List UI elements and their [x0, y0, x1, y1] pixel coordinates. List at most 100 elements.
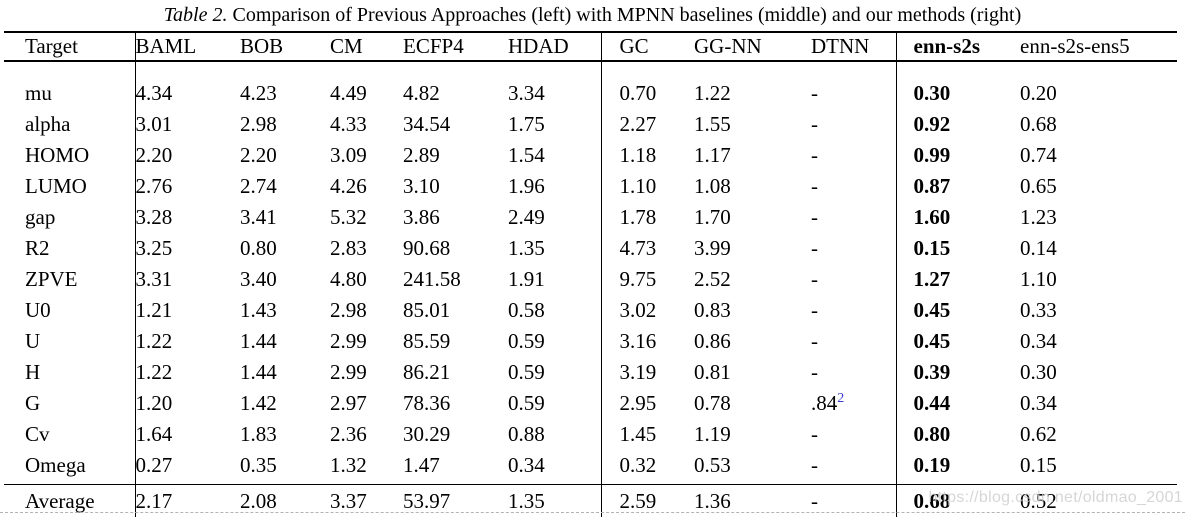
column-header-dtnn: DTNN	[806, 31, 897, 62]
target-cell-mu: mu	[4, 61, 136, 109]
value-cell-Omega-enn-s2s: 0.19	[913, 453, 951, 477]
value-cell-Cv-cm: 2.36	[330, 422, 367, 446]
value-cell-G-gg-nn: 0.78	[694, 391, 731, 415]
value-cell-U0-gg-nn: 0.83	[694, 298, 731, 322]
value-cell-HOMO-gc: 1.18	[619, 143, 657, 167]
value-cell-U-cm: 2.99	[330, 329, 367, 353]
value-cell-G-cm: 2.97	[330, 391, 367, 415]
value-cell-average-baml: 2.17	[135, 484, 240, 517]
value-cell-G-enn-s2s-ens5: 0.34	[1020, 391, 1057, 415]
value-cell-R2-hdad: 1.35	[508, 233, 602, 264]
target-cell-HOMO: HOMO	[4, 140, 136, 171]
value-cell-U-baml: 1.22	[135, 329, 173, 353]
value-cell-LUMO-gc: 1.10	[619, 174, 657, 198]
value-cell-G-dtnn: .842	[806, 388, 897, 419]
column-header-gc: GC	[601, 31, 694, 62]
value-cell-U0-enn-s2s-ens5: 0.33	[1020, 298, 1057, 322]
target-cell-alpha: alpha	[4, 109, 136, 140]
value-cell-HOMO-ecfp4: 2.89	[403, 143, 440, 167]
value-cell-ZPVE-enn-s2s-ens5: 1.10	[1020, 267, 1057, 291]
value-cell-U-ecfp4: 85.59	[403, 329, 451, 353]
table-row-Cv: Cv 1.64 1.83 2.36 30.29 0.88 1.45 1.19 -0.80 0.62	[4, 419, 1177, 450]
value-cell-alpha-hdad: 1.75	[508, 109, 602, 140]
value-cell-LUMO-bob: 2.74	[240, 174, 277, 198]
value-cell-HOMO-bob: 2.20	[240, 143, 277, 167]
value-cell-ZPVE-enn-s2s: 1.27	[913, 267, 951, 291]
value-cell-R2-enn-s2s-ens5: 0.14	[1020, 236, 1057, 260]
value-cell-U0-enn-s2s: 0.45	[913, 298, 951, 322]
value-cell-alpha-enn-s2s-ens5: 0.68	[1020, 112, 1057, 136]
value-cell-Cv-baml: 1.64	[135, 422, 173, 446]
column-header-enn-s2s-ens5: enn-s2s-ens5	[1020, 31, 1177, 62]
value-cell-H-bob: 1.44	[240, 360, 277, 384]
value-cell-gap-gg-nn: 1.70	[694, 205, 731, 229]
value-cell-U-gg-nn: 0.86	[694, 329, 731, 353]
value-cell-ZPVE-cm: 4.80	[330, 267, 367, 291]
value-cell-mu-enn-s2s-ens5: 0.20	[1020, 81, 1057, 105]
value-cell-Omega-ecfp4: 1.47	[403, 453, 440, 477]
value-cell-Cv-bob: 1.83	[240, 422, 277, 446]
value-cell-average-gc: 2.59	[601, 484, 694, 517]
value-cell-Omega-gc: 0.32	[619, 453, 657, 477]
value-cell-U0-bob: 1.43	[240, 298, 277, 322]
value-cell-U-bob: 1.44	[240, 329, 277, 353]
value-cell-Cv-enn-s2s-ens5: 0.62	[1020, 422, 1057, 446]
value-cell-gap-dtnn: -	[806, 202, 897, 233]
value-cell-mu-hdad: 3.34	[508, 61, 602, 109]
table-row-ZPVE: ZPVE 3.31 3.40 4.80 241.58 1.91 9.75 2.52 -1.27 1…	[4, 264, 1177, 295]
value-cell-U0-ecfp4: 85.01	[403, 298, 451, 322]
footnote-reference-link[interactable]: 2	[837, 391, 845, 406]
value-cell-ZPVE-gc: 9.75	[619, 267, 657, 291]
column-header-cm: CM	[330, 31, 403, 62]
value-cell-G-hdad: 0.59	[508, 388, 602, 419]
value-cell-G-baml: 1.20	[135, 391, 173, 415]
value-cell-HOMO-enn-s2s: 0.99	[913, 143, 951, 167]
value-cell-U-gc: 3.16	[619, 329, 657, 353]
value-cell-gap-cm: 5.32	[330, 205, 367, 229]
value-cell-ZPVE-baml: 3.31	[135, 267, 173, 291]
value-cell-G-ecfp4: 78.36	[403, 391, 451, 415]
value-cell-LUMO-cm: 4.26	[330, 174, 367, 198]
value-cell-mu-dtnn: -	[806, 61, 897, 109]
table-caption: Table 2. Comparison of Previous Approach…	[0, 2, 1185, 29]
results-table: Target BAML BOB CM ECFP4 HDAD GC GG-NN DTNN enn-s…	[4, 31, 1177, 517]
value-cell-mu-cm: 4.49	[330, 81, 367, 105]
table-caption-text: Comparison of Previous Approaches (left)…	[227, 4, 1022, 26]
column-header-gg-nn: GG-NN	[694, 31, 806, 62]
value-cell-R2-enn-s2s: 0.15	[913, 236, 951, 260]
value-cell-alpha-bob: 2.98	[240, 112, 277, 136]
value-cell-H-gc: 3.19	[619, 360, 657, 384]
value-cell-Cv-ecfp4: 30.29	[403, 422, 451, 446]
value-cell-Cv-gc: 1.45	[619, 422, 657, 446]
value-cell-U-hdad: 0.59	[508, 326, 602, 357]
value-cell-U-enn-s2s-ens5: 0.34	[1020, 329, 1057, 353]
column-header-ecfp4: ECFP4	[403, 31, 508, 62]
value-cell-gap-enn-s2s-ens5: 1.23	[1020, 205, 1057, 229]
value-cell-LUMO-dtnn: -	[806, 171, 897, 202]
value-cell-LUMO-hdad: 1.96	[508, 171, 602, 202]
table-row-G: G 1.20 1.42 2.97 78.36 0.59 2.95 0.78 .842 0.44 0.…	[4, 388, 1177, 419]
value-cell-mu-ecfp4: 4.82	[403, 81, 440, 105]
value-cell-gap-baml: 3.28	[135, 205, 173, 229]
table-row-U0: U0 1.21 1.43 2.98 85.01 0.58 3.02 0.83 -0.45 0.33	[4, 295, 1177, 326]
value-cell-Cv-dtnn: -	[806, 419, 897, 450]
value-cell-U0-cm: 2.98	[330, 298, 367, 322]
value-cell-Omega-enn-s2s-ens5: 0.15	[1020, 453, 1057, 477]
value-cell-R2-gc: 4.73	[619, 236, 657, 260]
value-cell-U-enn-s2s: 0.45	[913, 329, 951, 353]
table-row-average: Average 2.17 2.08 3.37 53.97 1.35 2.59 1.36-0.6…	[4, 484, 1177, 517]
value-cell-alpha-dtnn: -	[806, 109, 897, 140]
value-cell-ZPVE-hdad: 1.91	[508, 264, 602, 295]
value-cell-Omega-dtnn: -	[806, 450, 897, 485]
value-cell-H-dtnn: -	[806, 357, 897, 388]
value-cell-average-enn-s2s: 0.68	[896, 484, 1020, 517]
value-cell-ZPVE-dtnn: -	[806, 264, 897, 295]
table-row-gap: gap 3.28 3.41 5.32 3.86 2.49 1.78 1.70 -1.60 1.23	[4, 202, 1177, 233]
value-cell-R2-dtnn: -	[806, 233, 897, 264]
table-row-alpha: alpha 3.01 2.98 4.33 34.54 1.75 2.27 1.55 -0.92 0…	[4, 109, 1177, 140]
value-cell-mu-baml: 4.34	[135, 81, 173, 105]
value-cell-Omega-bob: 0.35	[240, 453, 277, 477]
value-cell-alpha-enn-s2s: 0.92	[913, 112, 951, 136]
value-cell-average-bob: 2.08	[240, 484, 330, 517]
target-cell-ZPVE: ZPVE	[4, 264, 136, 295]
